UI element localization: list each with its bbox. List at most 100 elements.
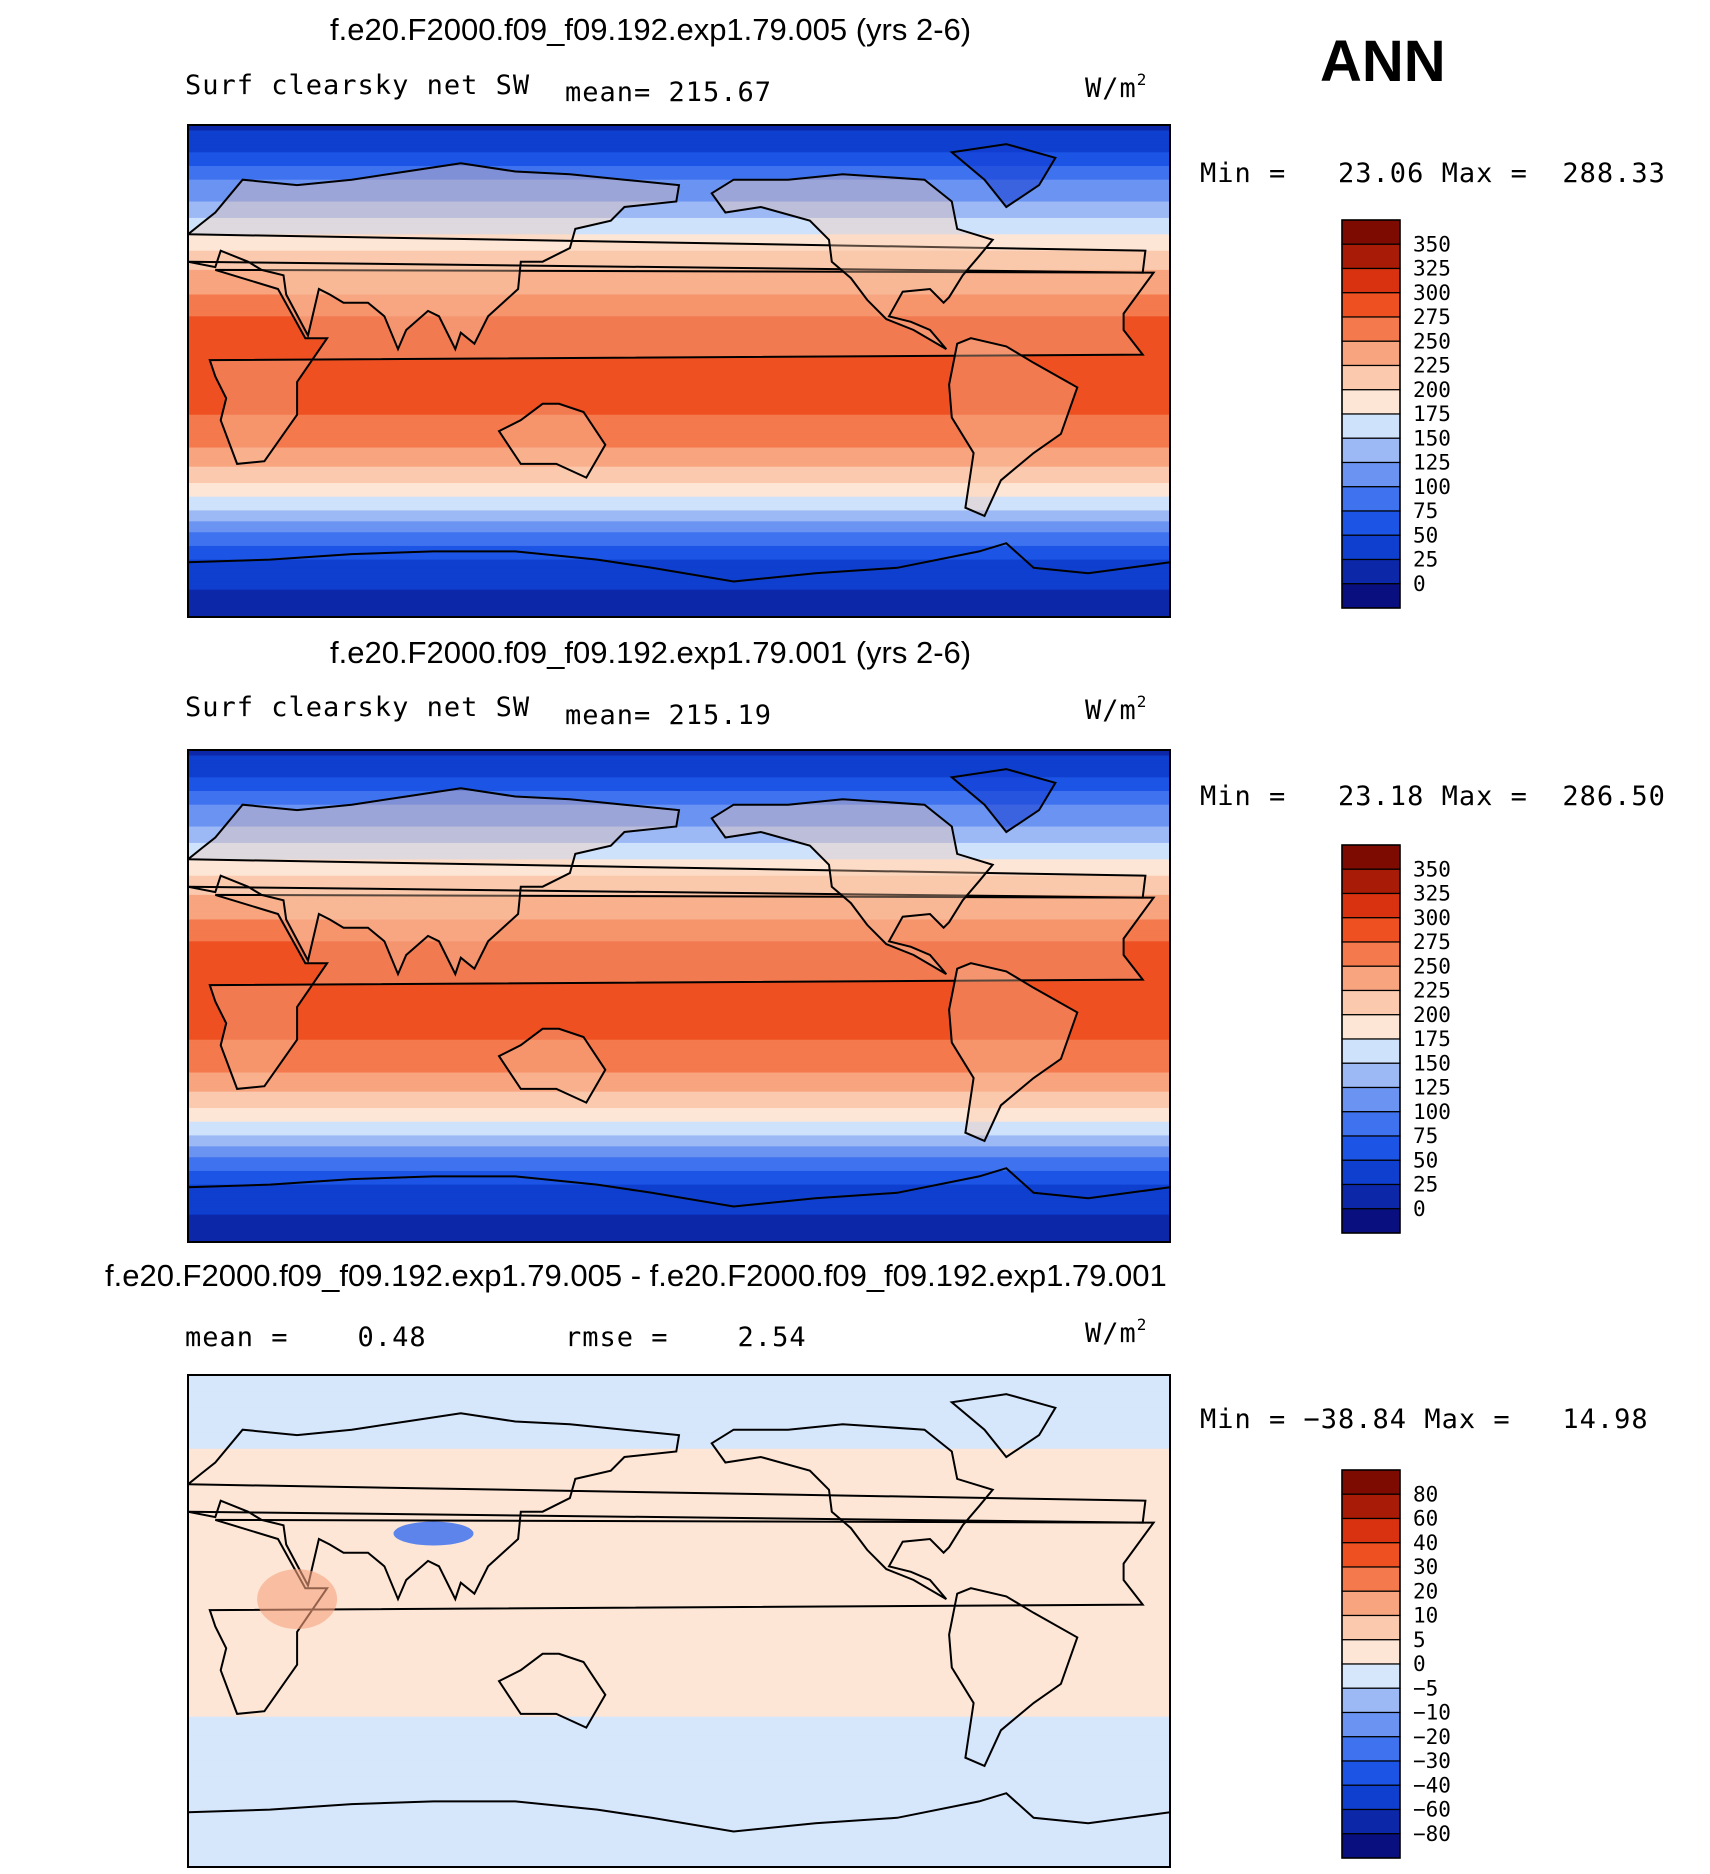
- continent-outline: [188, 1412, 1147, 1602]
- zonal-band: [188, 807, 1170, 811]
- zonal-band: [188, 1667, 1170, 1671]
- zonal-band: [188, 949, 1170, 953]
- zonal-band: [188, 608, 1170, 613]
- zonal-band: [188, 248, 1170, 252]
- zonal-band: [188, 998, 1170, 1003]
- zonal-band: [188, 1722, 1170, 1726]
- zonal-band: [188, 442, 1170, 446]
- zonal-band: [188, 1135, 1170, 1139]
- colorbar-tick-label: 0: [1413, 1197, 1426, 1221]
- zonal-band: [188, 272, 1170, 276]
- zonal-band: [188, 234, 1170, 238]
- zonal-band: [188, 1233, 1170, 1238]
- zonal-band: [188, 1604, 1170, 1608]
- zonal-band: [188, 826, 1170, 830]
- colorbar-box: [1341, 1111, 1401, 1137]
- zonal-band: [188, 543, 1170, 547]
- zonal-band: [188, 1426, 1170, 1431]
- zonal-band: [188, 1601, 1170, 1606]
- zonal-band: [188, 176, 1170, 181]
- zonal-band: [188, 1201, 1170, 1205]
- colorbar-tick-label: −60: [1413, 1798, 1451, 1822]
- zonal-band: [188, 1031, 1170, 1035]
- zonal-band: [188, 1738, 1170, 1742]
- zonal-band: [188, 771, 1170, 776]
- panel-1-minmax: Min = 23.06 Max = 288.33: [1200, 158, 1666, 189]
- colorbar-tick-label: 100: [1413, 475, 1451, 499]
- zonal-band: [188, 1165, 1170, 1169]
- zonal-band: [188, 1495, 1170, 1499]
- colorbar-box: [1341, 917, 1401, 943]
- panel-2-mean: mean= 215.19: [565, 700, 773, 731]
- zonal-band: [188, 1396, 1170, 1401]
- zonal-band: [188, 231, 1170, 235]
- zonal-band: [188, 1459, 1170, 1464]
- zonal-band: [188, 384, 1170, 388]
- colorbar-box: [1341, 1736, 1401, 1762]
- colorbar-box: [1341, 1208, 1401, 1234]
- zonal-band: [188, 1610, 1170, 1614]
- continent-outline: [949, 768, 1057, 834]
- zonal-band: [188, 308, 1170, 312]
- zonal-band: [188, 1001, 1170, 1005]
- zonal-band: [188, 1190, 1170, 1194]
- colorbar-tick-label: 0: [1413, 572, 1426, 596]
- zonal-band: [188, 606, 1170, 610]
- zonal-band: [188, 1209, 1170, 1213]
- zonal-band: [188, 1039, 1170, 1044]
- zonal-band: [188, 510, 1170, 514]
- zonal-band: [188, 1026, 1170, 1030]
- zonal-band: [188, 1116, 1170, 1120]
- zonal-band: [188, 1659, 1170, 1663]
- zonal-band: [188, 138, 1170, 142]
- zonal-band: [188, 1009, 1170, 1013]
- zonal-band: [188, 1088, 1170, 1093]
- zonal-band: [188, 1140, 1170, 1145]
- zonal-band: [188, 1733, 1170, 1737]
- colorbar-tick-label: 225: [1413, 354, 1451, 378]
- zonal-band: [188, 1836, 1170, 1841]
- zonal-band: [188, 458, 1170, 462]
- zonal-band: [188, 1549, 1170, 1554]
- zonal-band: [188, 788, 1170, 792]
- zonal-band: [188, 447, 1170, 451]
- zonal-band: [188, 215, 1170, 219]
- zonal-band: [188, 862, 1170, 866]
- colorbar-box: [1341, 364, 1401, 391]
- zonal-band: [188, 1689, 1170, 1693]
- zonal-band: [188, 1826, 1170, 1830]
- zonal-band: [188, 1629, 1170, 1633]
- zonal-band: [188, 1151, 1170, 1156]
- colorbar-tick-label: 200: [1413, 1003, 1451, 1027]
- colorbar-tick-label: 325: [1413, 882, 1451, 906]
- zonal-band: [188, 853, 1170, 858]
- map-frame: [187, 124, 1171, 618]
- zonal-band: [188, 149, 1170, 153]
- zonal-band: [188, 294, 1170, 298]
- colorbar-box: [1341, 510, 1401, 536]
- colorbar-tick-label: 250: [1413, 329, 1451, 353]
- zonal-band: [188, 965, 1170, 970]
- zonal-band: [188, 1454, 1170, 1458]
- zonal-band: [188, 851, 1170, 855]
- zonal-band: [188, 463, 1170, 468]
- zonal-band: [188, 1391, 1170, 1395]
- colorbar-frame: [1341, 844, 1401, 1234]
- zonal-band: [188, 1179, 1170, 1183]
- zonal-band: [188, 485, 1170, 490]
- zonal-band: [188, 428, 1170, 432]
- zonal-band: [188, 1405, 1170, 1409]
- zonal-band: [188, 1618, 1170, 1622]
- zonal-band: [188, 1558, 1170, 1562]
- zonal-band: [188, 1028, 1170, 1033]
- zonal-band: [188, 332, 1170, 337]
- zonal-band: [188, 1176, 1170, 1180]
- continent-outline: [188, 1167, 1170, 1242]
- zonal-band: [188, 1640, 1170, 1644]
- zonal-band: [188, 256, 1170, 260]
- zonal-band: [188, 1086, 1170, 1090]
- continent-outline: [188, 162, 1147, 352]
- colorbar-box: [1341, 267, 1401, 294]
- colorbar-tick-label: 225: [1413, 979, 1451, 1003]
- zonal-band: [188, 133, 1170, 137]
